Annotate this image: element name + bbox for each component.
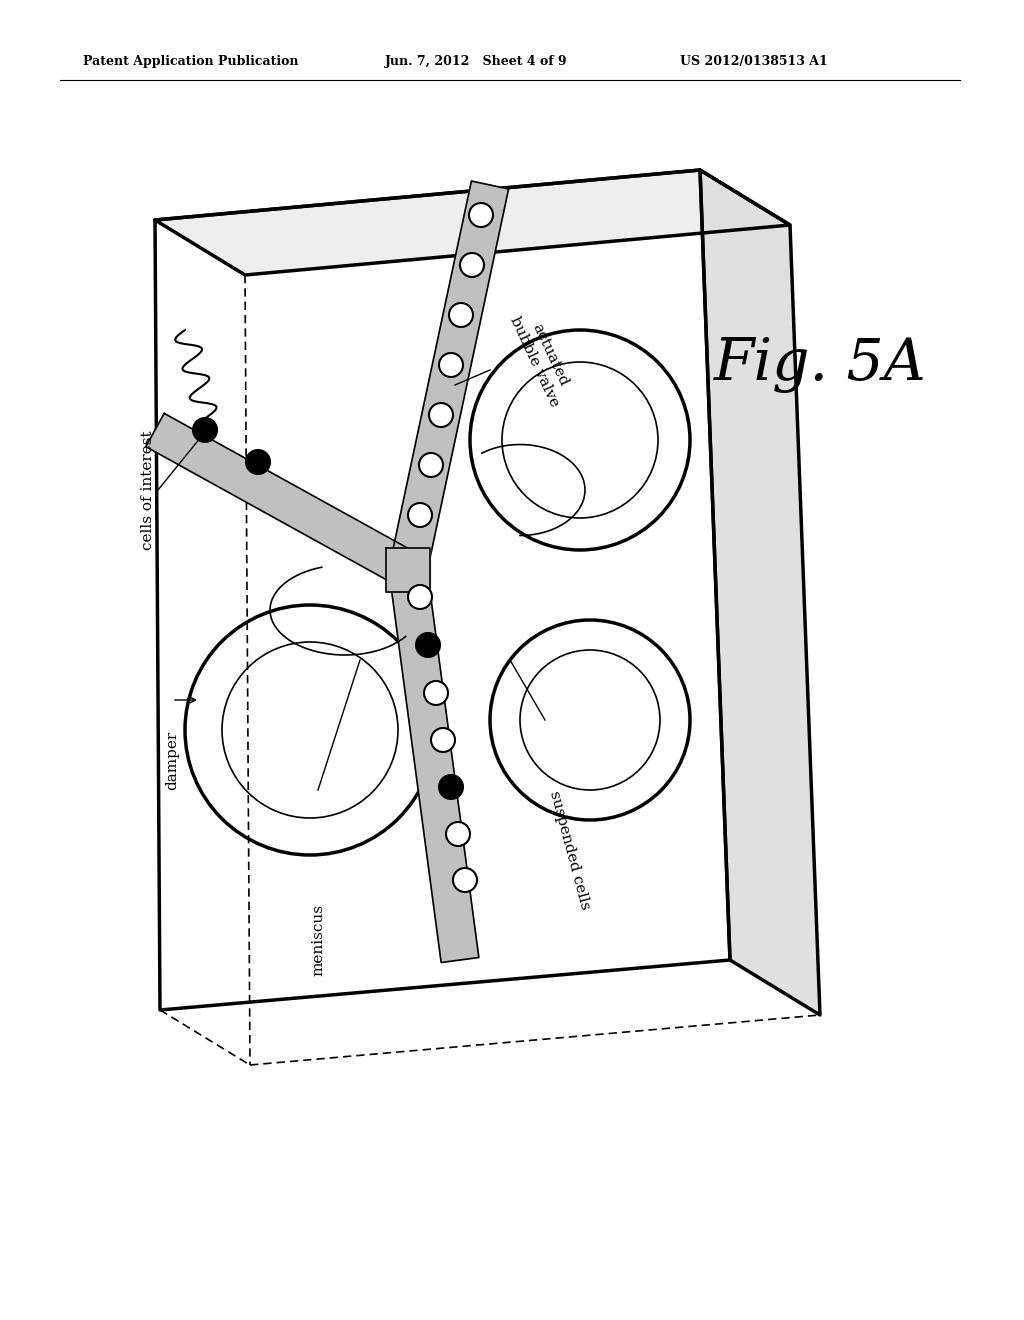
Circle shape [469,203,493,227]
Polygon shape [386,548,430,591]
Circle shape [408,503,432,527]
Circle shape [470,330,690,550]
Circle shape [419,453,443,477]
Circle shape [460,253,484,277]
Text: cells of interest: cells of interest [141,430,155,550]
Text: US 2012/0138513 A1: US 2012/0138513 A1 [680,55,827,69]
Circle shape [449,304,473,327]
Polygon shape [155,170,790,275]
Text: actuated
bubble valve: actuated bubble valve [507,308,577,409]
Text: Fig. 5A: Fig. 5A [714,337,927,393]
Circle shape [222,642,398,818]
Text: Patent Application Publication: Patent Application Publication [83,55,299,69]
Circle shape [446,822,470,846]
Circle shape [416,634,440,657]
Text: Jun. 7, 2012   Sheet 4 of 9: Jun. 7, 2012 Sheet 4 of 9 [385,55,567,69]
Circle shape [490,620,690,820]
Circle shape [431,729,455,752]
Polygon shape [145,413,417,586]
Polygon shape [700,170,820,1015]
Polygon shape [389,181,509,574]
Text: meniscus: meniscus [311,904,325,975]
Circle shape [439,775,463,799]
Circle shape [453,869,477,892]
Text: suspended cells: suspended cells [548,789,593,911]
Polygon shape [389,568,479,962]
Text: damper: damper [165,730,179,789]
Circle shape [246,450,270,474]
Circle shape [185,605,435,855]
Circle shape [424,681,449,705]
Circle shape [439,352,463,378]
Circle shape [429,403,453,426]
Circle shape [520,649,660,789]
Polygon shape [155,170,730,1010]
Circle shape [193,418,217,442]
Circle shape [408,585,432,609]
Circle shape [502,362,658,517]
